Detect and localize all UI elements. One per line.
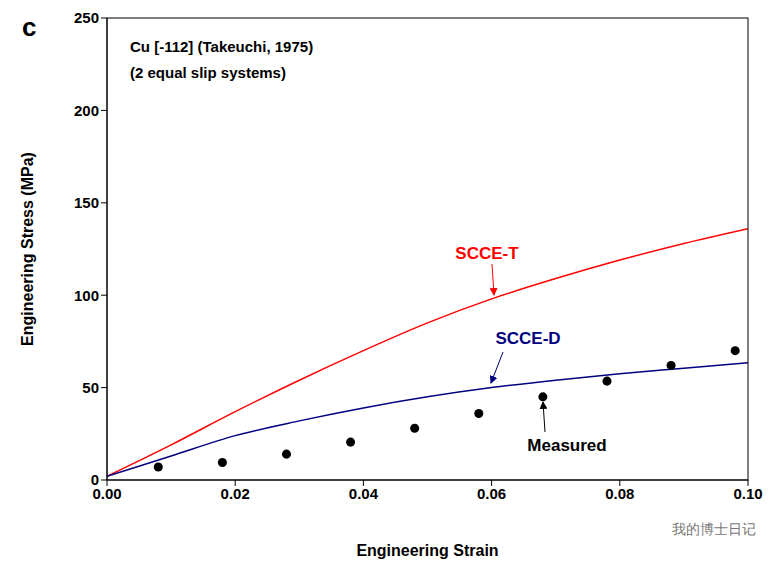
svg-text:c: c bbox=[22, 12, 36, 42]
svg-text:0.08: 0.08 bbox=[605, 485, 634, 502]
svg-text:0: 0 bbox=[91, 471, 99, 488]
svg-text:150: 150 bbox=[74, 194, 99, 211]
svg-text:Cu [-112] (Takeuchi, 1975): Cu [-112] (Takeuchi, 1975) bbox=[130, 38, 313, 55]
svg-text:Engineering Strain: Engineering Strain bbox=[356, 542, 498, 559]
svg-text:我的博士日记: 我的博士日记 bbox=[672, 521, 756, 537]
svg-text:0.00: 0.00 bbox=[92, 484, 122, 502]
svg-text:0.02: 0.02 bbox=[221, 485, 250, 502]
svg-text:SCCE-T: SCCE-T bbox=[455, 244, 519, 263]
svg-text:0.04: 0.04 bbox=[349, 485, 379, 502]
svg-text:(2 equal slip systems): (2 equal slip systems) bbox=[130, 64, 286, 81]
svg-text:0.10: 0.10 bbox=[733, 485, 761, 502]
svg-text:100: 100 bbox=[74, 287, 99, 304]
svg-text:0.06: 0.06 bbox=[477, 485, 506, 502]
svg-text:Measured: Measured bbox=[527, 436, 606, 455]
svg-text:Engineering Stress (MPa): Engineering Stress (MPa) bbox=[19, 152, 36, 346]
svg-text:SCCE-D: SCCE-D bbox=[495, 329, 560, 348]
svg-text:250: 250 bbox=[74, 9, 99, 26]
svg-text:200: 200 bbox=[74, 102, 99, 119]
svg-text:50: 50 bbox=[82, 379, 99, 396]
